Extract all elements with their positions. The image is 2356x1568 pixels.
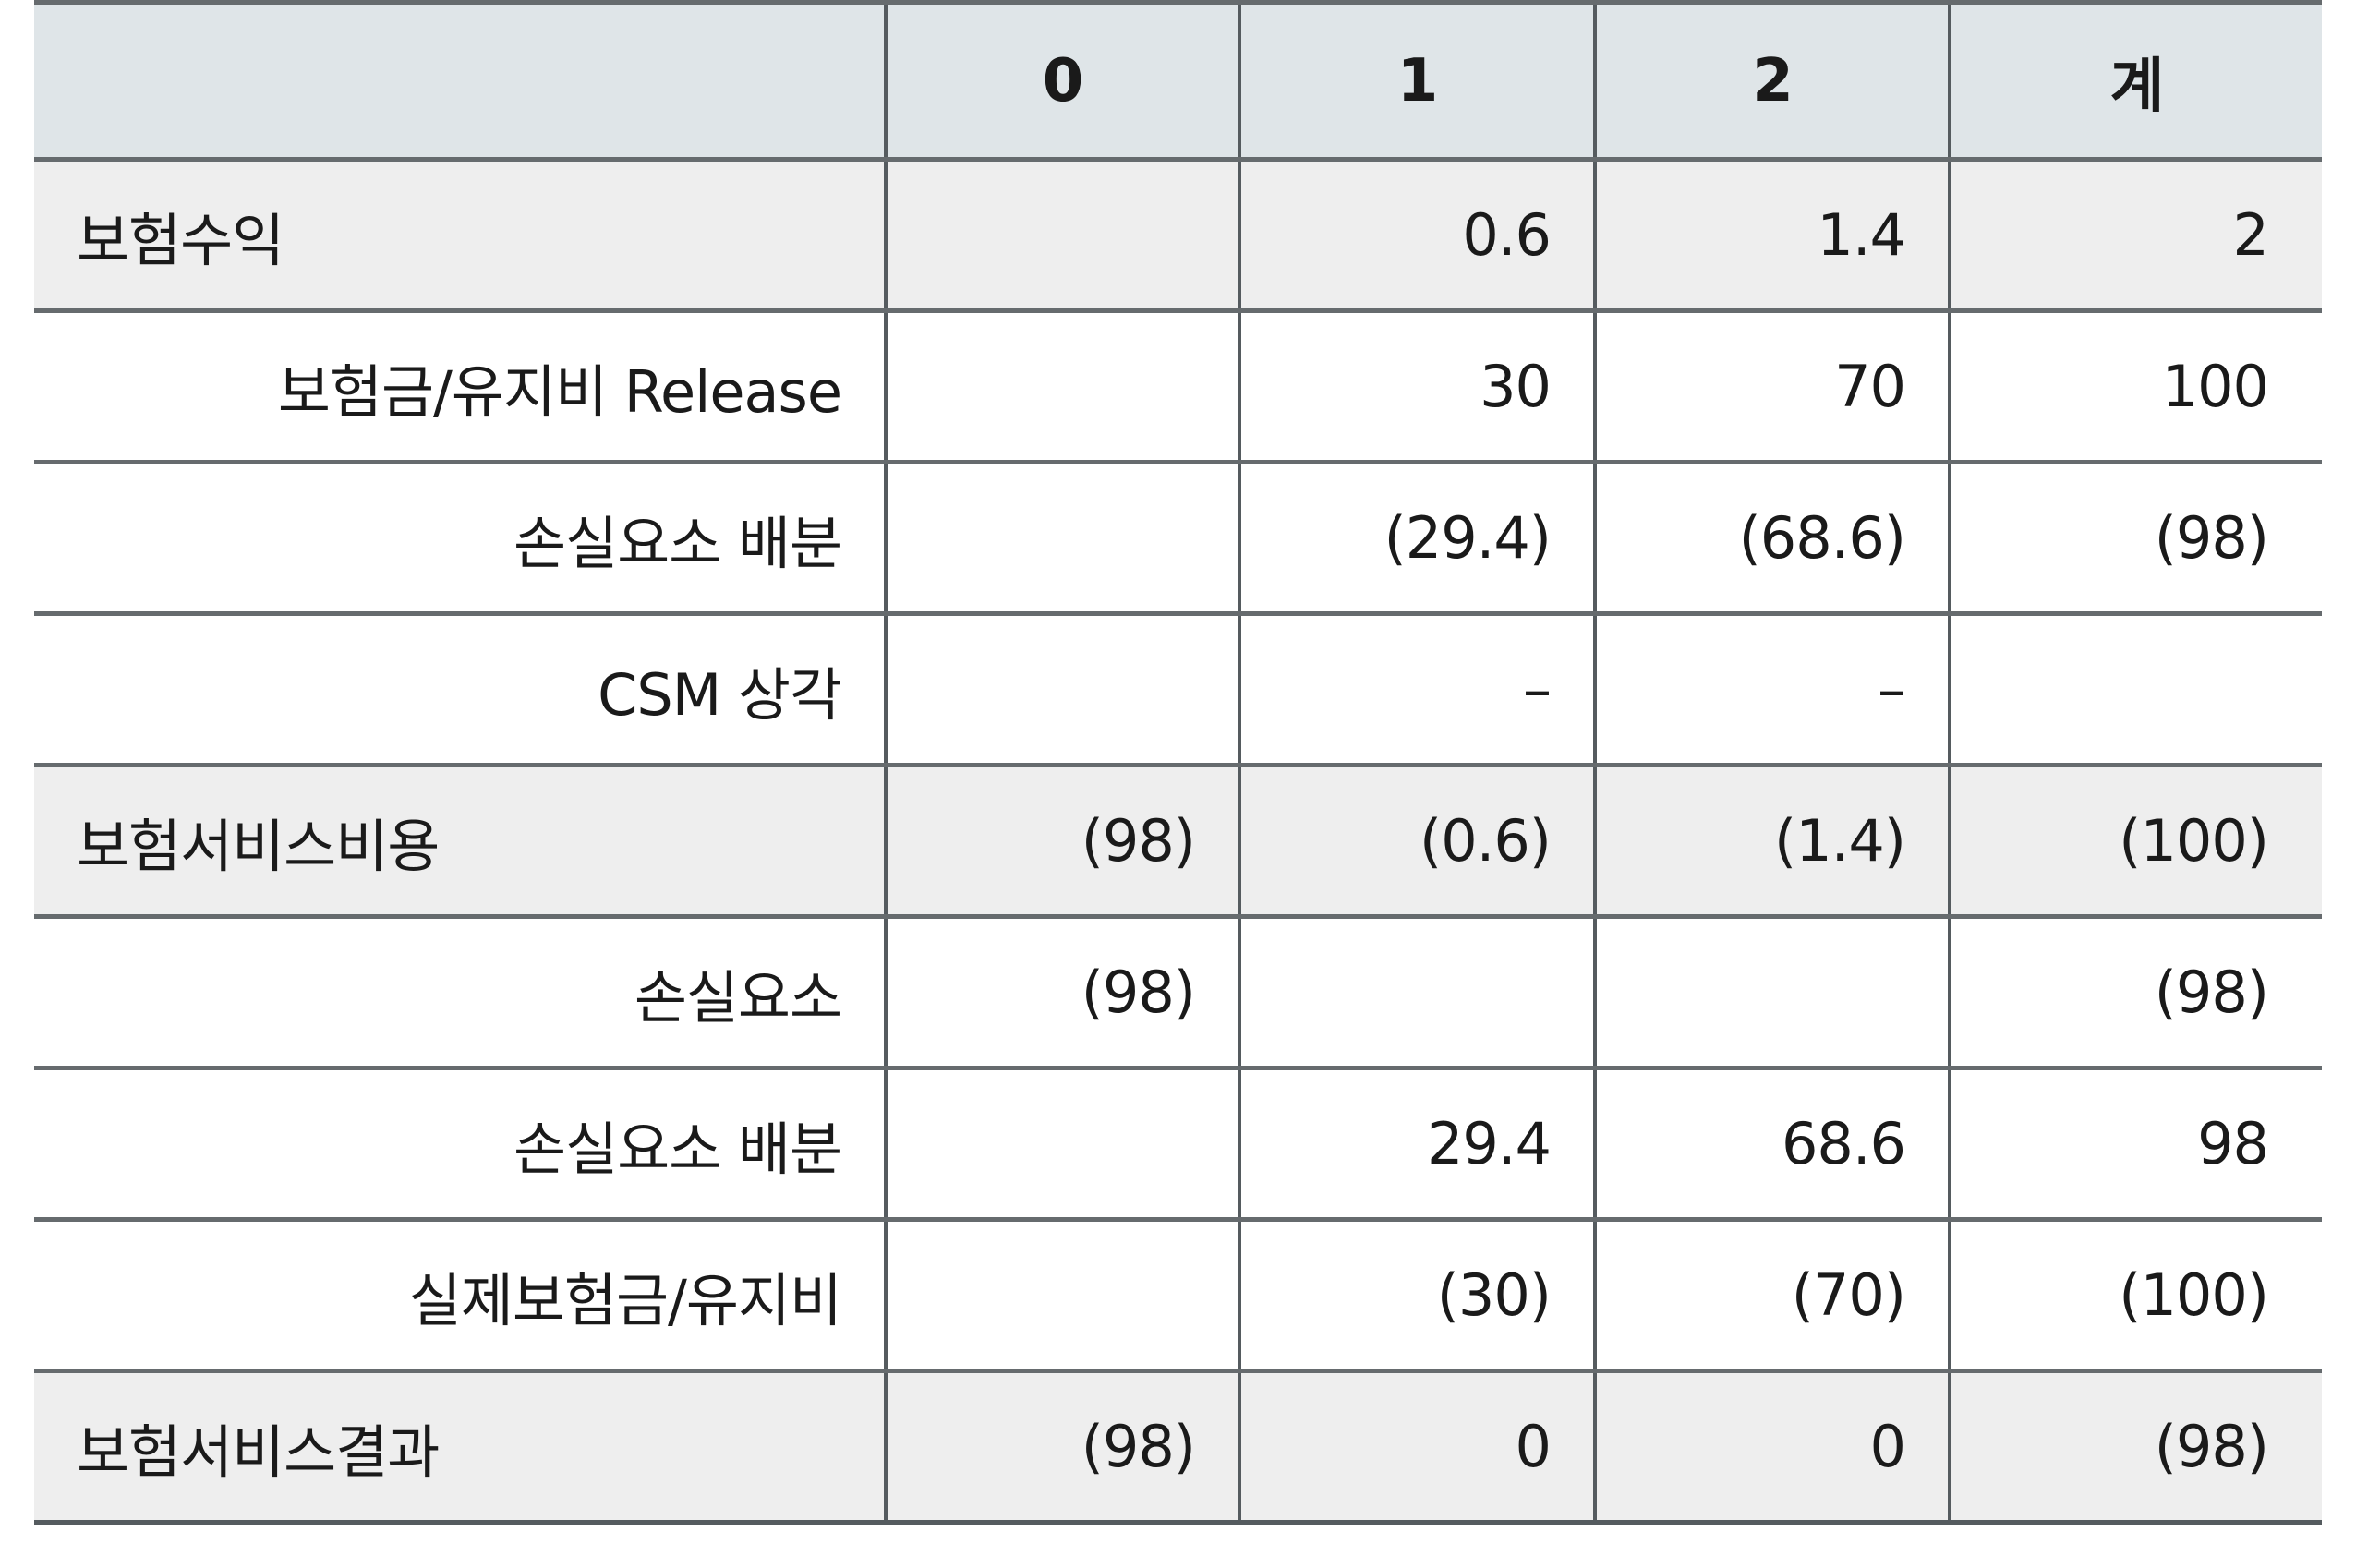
table-container: 0 1 2 계 보험수익 0.6 1.4 2 보험금/유지비 Release 3… [34,0,2322,1525]
header-cell-period-2: 2 [1593,0,1951,162]
cell-period-2: 1.4 [1593,159,1951,313]
cell-period-0 [884,1219,1241,1373]
cell-period-0 [884,159,1241,313]
cell-total: 100 [1948,310,2322,464]
cell-total: (98) [1948,1370,2322,1525]
header-cell-total: 계 [1948,0,2322,162]
cell-period-1 [1238,916,1597,1070]
cell-period-1: 0 [1238,1370,1597,1525]
row-label: 보험수익 [34,159,888,313]
row-label: 손실요소 [34,916,888,1070]
cell-period-1: – [1238,613,1597,767]
row-label: 보험서비스결과 [34,1370,888,1525]
table-row: 보험금/유지비 Release 30 70 100 [34,310,2322,464]
cell-period-2: 68.6 [1593,1067,1951,1222]
header-cell-label [34,0,888,162]
cell-period-2 [1593,916,1951,1070]
cell-period-1: 29.4 [1238,1067,1597,1222]
cell-period-1: (30) [1238,1219,1597,1373]
header-cell-period-0: 0 [884,0,1241,162]
row-label: CSM 상각 [34,613,888,767]
cell-period-2: (70) [1593,1219,1951,1373]
cell-total [1948,613,2322,767]
cell-total: (98) [1948,916,2322,1070]
cell-period-1: 0.6 [1238,159,1597,313]
cell-total: (100) [1948,1219,2322,1373]
cell-period-0: (98) [884,916,1241,1070]
table-row: 보험서비스결과 (98) 0 0 (98) [34,1370,2322,1525]
cell-period-2: – [1593,613,1951,767]
table-row: 손실요소 배분 (29.4) (68.6) (98) [34,462,2322,616]
cell-period-1: 30 [1238,310,1597,464]
cell-total: (100) [1948,765,2322,919]
row-label: 손실요소 배분 [34,1067,888,1222]
cell-period-0 [884,613,1241,767]
table-row: CSM 상각 – – [34,613,2322,767]
cell-period-2: (1.4) [1593,765,1951,919]
cell-period-2: 0 [1593,1370,1951,1525]
table-row: 보험수익 0.6 1.4 2 [34,159,2322,313]
cell-total: (98) [1948,462,2322,616]
cell-period-0 [884,1067,1241,1222]
cell-total: 98 [1948,1067,2322,1222]
cell-period-1: (29.4) [1238,462,1597,616]
cell-period-2: (68.6) [1593,462,1951,616]
table-row: 보험서비스비용 (98) (0.6) (1.4) (100) [34,765,2322,919]
cell-period-0 [884,462,1241,616]
table-row: 손실요소 배분 29.4 68.6 98 [34,1067,2322,1222]
cell-total: 2 [1948,159,2322,313]
insurance-service-result-table: 0 1 2 계 보험수익 0.6 1.4 2 보험금/유지비 Release 3… [34,0,2322,1525]
cell-period-0: (98) [884,765,1241,919]
row-label: 손실요소 배분 [34,462,888,616]
table-row: 실제보험금/유지비 (30) (70) (100) [34,1219,2322,1373]
cell-period-0: (98) [884,1370,1241,1525]
row-label: 실제보험금/유지비 [34,1219,888,1373]
cell-period-0 [884,310,1241,464]
header-row: 0 1 2 계 [34,0,2322,162]
cell-period-1: (0.6) [1238,765,1597,919]
cell-period-2: 70 [1593,310,1951,464]
row-label: 보험서비스비용 [34,765,888,919]
header-cell-period-1: 1 [1238,0,1597,162]
table-row: 손실요소 (98) (98) [34,916,2322,1070]
row-label: 보험금/유지비 Release [34,310,888,464]
